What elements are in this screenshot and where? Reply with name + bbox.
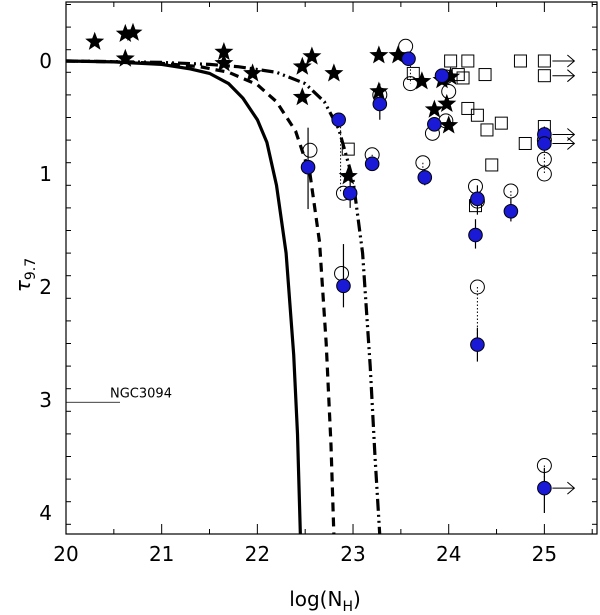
limit-arrow [552, 128, 576, 141]
curve-dashed [66, 59, 336, 534]
filled-circle-marker [417, 170, 433, 185]
open-square-marker [341, 142, 355, 156]
open-square-marker [537, 69, 551, 83]
open-square-marker [461, 54, 475, 68]
filled-circle-marker [434, 68, 450, 83]
open-square-marker [456, 71, 470, 85]
star-marker [412, 71, 432, 90]
open-circle-marker [536, 458, 552, 474]
open-square-marker [444, 54, 458, 68]
star-marker [123, 22, 143, 41]
open-circle-marker [398, 38, 414, 54]
filled-circle-marker [468, 227, 483, 243]
star-marker [439, 115, 459, 134]
curve-solid [66, 59, 302, 534]
filled-circle-marker [336, 278, 351, 294]
filled-circle-marker [342, 185, 358, 201]
open-circle-marker [536, 151, 552, 167]
filled-circle-marker [470, 337, 485, 352]
limit-arrow [552, 481, 576, 495]
limit-arrow [552, 54, 576, 68]
star-marker [388, 45, 408, 64]
filled-circle-marker [470, 191, 485, 207]
star-marker [437, 93, 457, 112]
star-marker [441, 66, 461, 85]
open-circle-marker [536, 166, 552, 182]
open-circle-marker [334, 265, 350, 281]
star-marker [338, 166, 358, 185]
star-marker [115, 48, 135, 67]
open-square-marker [537, 54, 551, 68]
open-square-marker [494, 116, 508, 130]
limit-arrow [552, 137, 576, 150]
star-marker [115, 23, 135, 42]
star-marker [243, 63, 263, 82]
annotation-label: NGC3094 [110, 386, 172, 401]
star-marker [214, 42, 234, 61]
open-square-marker [480, 123, 494, 137]
filled-circle-marker [537, 136, 552, 151]
open-square-marker [451, 68, 465, 82]
open-square-marker [478, 68, 492, 82]
y-tick-label: 3 [39, 388, 52, 412]
star-marker [292, 56, 312, 75]
x-tick-label: 21 [149, 542, 174, 566]
star-marker [302, 46, 322, 65]
filled-circle-marker [300, 159, 316, 175]
limit-arrow [552, 69, 576, 83]
y-tick-label: 1 [39, 162, 52, 186]
x-tick-label: 24 [436, 542, 461, 566]
y-tick-label: 0 [39, 49, 52, 73]
open-square-marker [513, 54, 527, 68]
y-tick-label: 4 [39, 501, 52, 525]
x-tick-label: 22 [245, 542, 270, 566]
x-axis-title: log(NH) [289, 587, 361, 615]
plot-frame [65, 1, 598, 535]
filled-circle-marker [331, 112, 346, 128]
x-tick-label: 20 [53, 542, 78, 566]
axis-ticks [65, 2, 597, 534]
filled-circle-marker [364, 156, 380, 172]
y-axis-title: τ9.7 [11, 258, 39, 292]
star-marker [214, 53, 234, 72]
open-square-marker [470, 108, 484, 122]
open-square-marker [406, 66, 420, 80]
open-circle-marker [467, 178, 483, 194]
open-square-marker [518, 136, 532, 150]
open-circle-marker [441, 84, 457, 100]
filled-circle-marker [503, 203, 519, 219]
open-circle-marker [302, 142, 318, 158]
model-curves [66, 59, 382, 534]
y-tick-label: 2 [39, 275, 52, 299]
filled-circle-marker [427, 116, 442, 132]
star-marker [369, 81, 389, 100]
open-circle-marker [503, 183, 519, 199]
curve-dash-dot-dot [66, 59, 382, 534]
star-marker [324, 63, 344, 82]
open-square-marker [461, 101, 475, 115]
open-square-marker [485, 158, 499, 172]
star-marker [369, 45, 389, 64]
star-marker [424, 99, 444, 118]
limit-arrows [552, 54, 576, 495]
annotation-ngc3094: NGC3094 [66, 386, 172, 403]
x-tick-label: 25 [532, 542, 557, 566]
open-circle-marker [415, 155, 431, 171]
filled-circle-marker [372, 96, 388, 112]
open-circle-marker [469, 279, 485, 295]
filled-circle-marker [537, 480, 552, 496]
star-marker [85, 31, 105, 50]
star-marker [292, 87, 312, 106]
x-tick-label: 23 [340, 542, 365, 566]
filled-circle-marker [401, 51, 416, 67]
data-markers [85, 22, 552, 496]
open-circle-marker [402, 76, 418, 92]
